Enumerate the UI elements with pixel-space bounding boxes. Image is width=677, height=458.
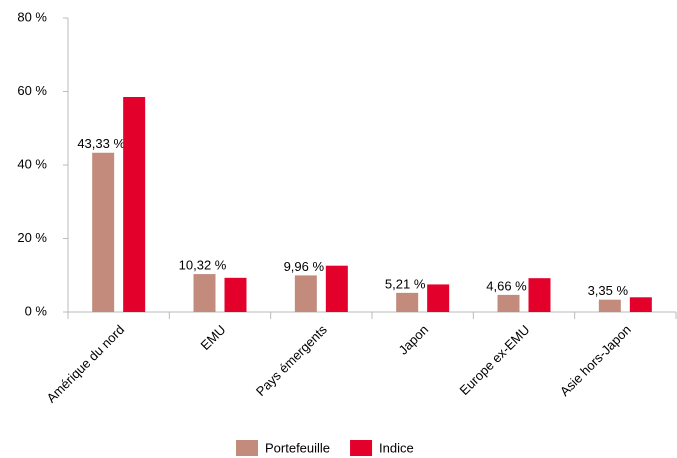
x-tick-label: Pays émergents xyxy=(253,322,330,399)
bar xyxy=(325,265,348,312)
bar xyxy=(193,274,216,312)
value-label: 3,35 % xyxy=(588,283,629,298)
x-tick-label: Asie hors-Japon xyxy=(557,322,634,399)
y-tick-label: 40 % xyxy=(17,156,47,171)
bar xyxy=(224,277,247,312)
x-tick-label: Japon xyxy=(396,322,432,358)
y-tick-label: 80 % xyxy=(17,9,47,24)
legend-label: Indice xyxy=(379,440,414,455)
legend-swatch xyxy=(236,440,258,456)
x-tick-label: EMU xyxy=(198,322,229,353)
bar xyxy=(427,284,450,312)
y-tick-label: 60 % xyxy=(17,83,47,98)
x-tick-label: Europe ex-EMU xyxy=(457,322,533,398)
bar xyxy=(123,97,146,312)
y-tick-label: 0 % xyxy=(25,303,48,318)
legend-swatch xyxy=(350,440,373,456)
bar xyxy=(497,294,520,312)
bar xyxy=(396,292,419,312)
y-tick-label: 20 % xyxy=(17,230,47,245)
bar xyxy=(92,152,115,312)
value-label: 10,32 % xyxy=(179,258,227,273)
bar xyxy=(294,275,317,312)
legend-label: Portefeuille xyxy=(265,440,330,455)
value-label: 43,33 % xyxy=(77,136,125,151)
bar xyxy=(629,297,652,312)
value-label: 5,21 % xyxy=(385,276,426,291)
bar xyxy=(598,299,621,312)
value-label: 4,66 % xyxy=(486,278,527,293)
value-label: 9,96 % xyxy=(284,259,325,274)
bar xyxy=(528,278,551,312)
x-tick-label: Amérique du nord xyxy=(44,322,128,406)
